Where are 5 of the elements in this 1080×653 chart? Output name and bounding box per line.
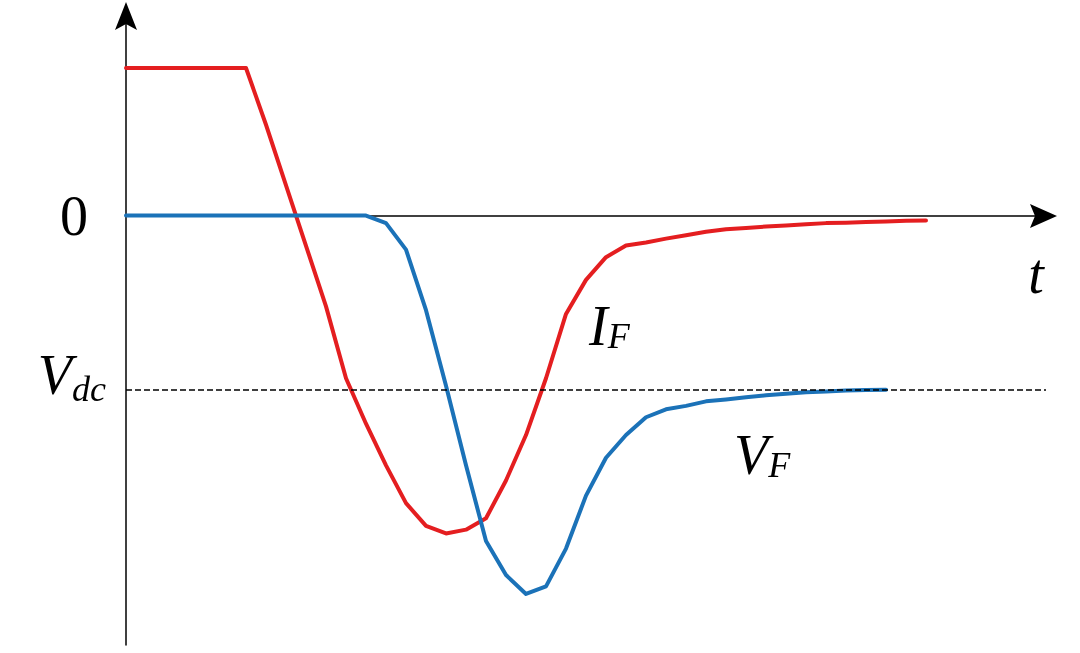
series-label: IF: [588, 294, 631, 357]
series-label: VF: [734, 424, 792, 487]
text: 0: [60, 184, 88, 247]
ref-line-label: V$_{dc}$: [37, 343, 106, 409]
x-axis-title: t: [1028, 242, 1046, 305]
